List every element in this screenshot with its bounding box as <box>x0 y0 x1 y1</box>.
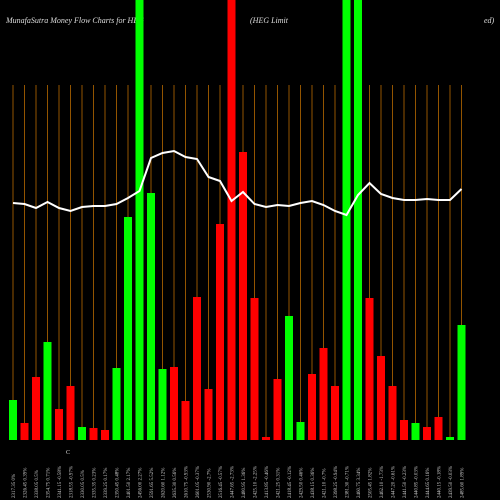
bar <box>170 367 178 440</box>
bar <box>434 417 443 440</box>
bar <box>227 0 236 440</box>
x-tick-label: 2516.45 -0.57% <box>219 466 224 498</box>
bar <box>354 0 362 440</box>
x-tick-label: 2620.60 1.12% <box>162 468 167 498</box>
x-tick-label: 2462.10 -1.73% <box>380 466 385 498</box>
x-tick-label: 2447.20 -0.61% <box>392 466 397 498</box>
x-tick-label: 2440.15 -0.18% <box>438 466 443 498</box>
x-tick-label: 2338.05 0.5% <box>35 470 40 498</box>
bar <box>342 0 351 440</box>
x-tick-label: 2317.35 0% <box>12 474 17 498</box>
bar <box>147 193 155 440</box>
chart-subtitle: (HEG Limit <box>250 16 289 25</box>
bar <box>158 369 167 440</box>
x-tick-label: 2610.75 -0.93% <box>185 466 190 498</box>
x-tick-label: 2398.25 -0.94% <box>334 466 339 498</box>
bar <box>388 386 397 440</box>
bar <box>216 224 224 440</box>
bar <box>411 423 420 440</box>
x-tick-label: 2354.75 0.71% <box>47 468 52 498</box>
bar <box>250 298 259 440</box>
bar <box>89 428 98 440</box>
x-tick-label: 2460.75 3.34% <box>357 468 362 498</box>
x-tick-label: 2425.10 -2.25% <box>254 466 259 498</box>
x-tick-label: 2439.50 -0.03% <box>449 466 454 498</box>
x-tick-label: 2418.45 -0.12% <box>288 466 293 498</box>
x-tick-label: 2326.45 0.39% <box>24 468 29 498</box>
x-tick-label: 2441.50 -0.23% <box>403 466 408 498</box>
x-tick-label: 2601.05 -0.37% <box>196 466 201 498</box>
bar <box>181 401 190 440</box>
x-tick-label: 2480.95 1.36% <box>242 468 247 498</box>
x-tick-label: 2447.65 -2.73% <box>231 466 236 498</box>
bar <box>239 152 247 440</box>
x-tick-label: 2421.25 0.31% <box>277 468 282 498</box>
x-tick-label: 2318.55 -0.97% <box>70 466 75 498</box>
bar <box>9 400 17 440</box>
x-tick-label: 2339.25 0.17% <box>104 468 109 498</box>
bar <box>400 420 408 440</box>
x-tick-label: 2413.85 -0.46% <box>265 466 270 498</box>
bar <box>32 377 40 440</box>
bar <box>112 368 121 440</box>
bar <box>331 386 339 440</box>
x-tick-label: 2335.35 0.23% <box>93 468 98 498</box>
x-tick-label: 2444.65 0.16% <box>426 468 431 498</box>
x-tick-label: 2485.60 1.89% <box>461 468 466 498</box>
bar <box>262 437 270 440</box>
bar <box>446 437 454 440</box>
x-tick-label: 2440.85 -0.03% <box>415 466 420 498</box>
x-tick-label: 2350.45 0.48% <box>116 468 121 498</box>
x-tick-label: 2456.00 2.27% <box>139 468 144 498</box>
chart-title: MunafaSutra Money Flow Charts for HEG <box>5 16 144 25</box>
bar <box>78 427 86 440</box>
x-tick-label: 2530.90 -2.7% <box>208 468 213 498</box>
bar <box>193 297 201 440</box>
bar <box>101 430 109 440</box>
bar <box>135 0 144 440</box>
x-tick-label: 2341.15 -0.58% <box>58 466 63 498</box>
bar <box>66 386 75 440</box>
bar <box>423 427 431 440</box>
bar <box>20 423 29 440</box>
x-tick-label: 2429.50 0.46% <box>300 468 305 498</box>
x-tick-label: 2330.05 0.5% <box>81 470 86 498</box>
bar <box>43 342 52 440</box>
bar <box>204 389 213 440</box>
bar <box>365 298 374 440</box>
x-tick-label: 2635.30 0.56% <box>173 468 178 498</box>
bar <box>377 356 385 440</box>
bar <box>55 409 63 440</box>
x-tick-label: 2505.45 1.82% <box>369 468 374 498</box>
x-tick-label: 2381.30 -0.71% <box>346 466 351 498</box>
bar <box>285 316 293 440</box>
chart-subtitle-end: ed) <box>484 16 495 25</box>
bar <box>308 374 316 440</box>
bar <box>296 422 305 440</box>
bar <box>273 379 282 440</box>
x-tick-label: 2421.10 -0.7% <box>323 468 328 498</box>
money-flow-line <box>12 149 463 217</box>
bar <box>457 325 466 440</box>
x-tick-label: 2438.15 0.36% <box>311 468 316 498</box>
annotation: C <box>66 450 70 456</box>
x-tick-label: 2591.65 5.52% <box>150 468 155 498</box>
x-tick-label: 2401.50 2.17% <box>127 468 132 498</box>
bar <box>124 217 132 440</box>
bar <box>319 348 328 440</box>
